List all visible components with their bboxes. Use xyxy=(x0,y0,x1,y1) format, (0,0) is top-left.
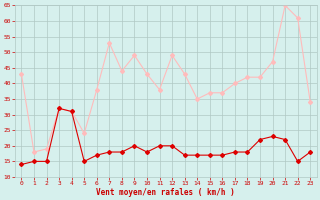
X-axis label: Vent moyen/en rafales ( km/h ): Vent moyen/en rafales ( km/h ) xyxy=(96,188,235,197)
